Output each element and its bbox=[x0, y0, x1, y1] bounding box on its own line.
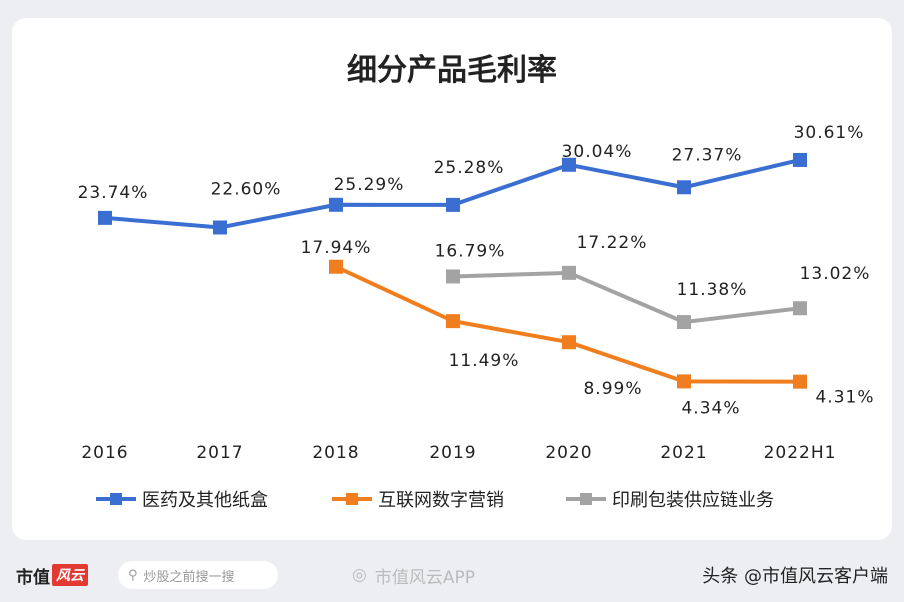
series-0: 23.74% 22.60% 25.29% 25.28% 30.04% 27.37% 30.6… bbox=[78, 123, 865, 235]
data-point bbox=[446, 197, 460, 212]
search-placeholder: 炒股之前搜一搜 bbox=[143, 569, 235, 585]
data-label: 16.79% bbox=[435, 241, 506, 261]
data-label: 4.31% bbox=[815, 388, 874, 408]
legend-label: 医药及其他纸盒 bbox=[142, 490, 268, 511]
x-tick-label: 2021 bbox=[660, 443, 707, 463]
footer-bar: 市值 风云 ⚲ 炒股之前搜一搜 ◎ 市值风云APP 头条 @市值风云客户端 bbox=[0, 548, 904, 602]
data-label: 13.02% bbox=[800, 264, 871, 284]
data-label: 11.49% bbox=[449, 351, 520, 371]
data-point bbox=[562, 265, 576, 280]
data-label: 25.29% bbox=[334, 175, 405, 195]
series-1: 17.94% 11.49% 8.99% 4.34% 4.31% bbox=[301, 238, 874, 419]
data-point bbox=[446, 269, 460, 284]
data-label: 30.61% bbox=[794, 123, 865, 143]
x-tick-label: 2018 bbox=[312, 443, 359, 463]
legend-marker bbox=[110, 493, 122, 505]
legend-label: 印刷包装供应链业务 bbox=[612, 490, 774, 511]
brand-logo: 市值 风云 bbox=[16, 563, 88, 588]
legend-marker bbox=[346, 493, 358, 505]
data-point bbox=[677, 315, 691, 330]
data-label: 27.37% bbox=[672, 145, 743, 165]
search-box[interactable]: ⚲ 炒股之前搜一搜 bbox=[118, 561, 278, 589]
x-tick-label: 2017 bbox=[196, 443, 243, 463]
brand-text: 市值 bbox=[16, 567, 50, 588]
data-point bbox=[213, 220, 227, 235]
chart-title: 细分产品毛利率 bbox=[347, 53, 557, 88]
data-point bbox=[677, 180, 691, 195]
legend-label: 互联网数字营销 bbox=[378, 490, 504, 511]
x-tick-label: 2016 bbox=[81, 443, 128, 463]
data-point bbox=[677, 374, 691, 389]
legend-item: 互联网数字营销 bbox=[332, 490, 504, 511]
data-point bbox=[329, 259, 343, 274]
data-point bbox=[329, 197, 343, 212]
data-point bbox=[98, 210, 112, 225]
legend-item: 印刷包装供应链业务 bbox=[566, 490, 774, 511]
data-label: 11.38% bbox=[677, 280, 748, 300]
data-point bbox=[562, 335, 576, 350]
source-credit: 头条 @市值风云客户端 bbox=[702, 566, 888, 587]
weibo-icon: ◎ bbox=[352, 565, 367, 585]
data-point bbox=[793, 374, 807, 389]
data-point bbox=[793, 152, 807, 167]
app-watermark: ◎ 市值风云APP bbox=[352, 563, 475, 588]
data-label: 22.60% bbox=[211, 179, 282, 199]
series-line bbox=[452, 270, 801, 325]
data-point bbox=[446, 314, 460, 329]
brand-mark: 风云 bbox=[52, 564, 88, 586]
data-label: 25.28% bbox=[434, 158, 505, 178]
data-point bbox=[562, 157, 576, 172]
data-point bbox=[793, 301, 807, 316]
data-label: 23.74% bbox=[78, 183, 149, 203]
data-label: 4.34% bbox=[681, 398, 740, 418]
x-tick-label: 2020 bbox=[545, 443, 592, 463]
app-name: 市值风云APP bbox=[374, 567, 475, 588]
data-label: 30.04% bbox=[562, 142, 633, 162]
data-label: 8.99% bbox=[583, 379, 642, 399]
data-label: 17.22% bbox=[577, 233, 648, 253]
legend-item: 医药及其他纸盒 bbox=[96, 490, 268, 511]
search-icon: ⚲ bbox=[128, 567, 138, 583]
legend-marker bbox=[580, 493, 592, 505]
x-tick-label: 2019 bbox=[429, 443, 476, 463]
data-label: 17.94% bbox=[301, 238, 372, 258]
x-tick-label: 2022H1 bbox=[764, 443, 837, 463]
series-2: 16.79% 17.22% 11.38% 13.02% bbox=[435, 233, 871, 330]
